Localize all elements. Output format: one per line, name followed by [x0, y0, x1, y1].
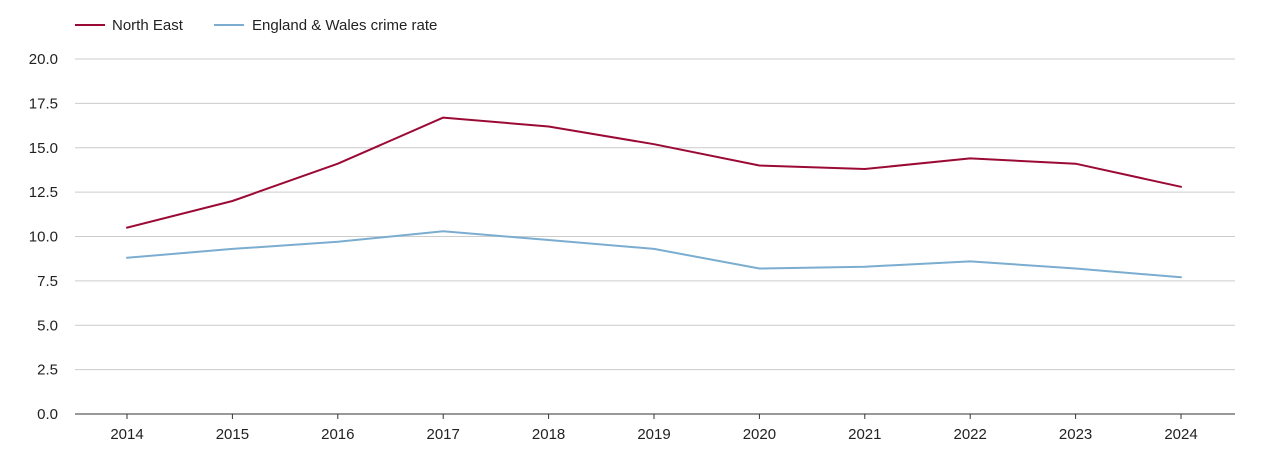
y-tick-label: 17.5: [29, 95, 58, 112]
x-tick-label: 2021: [848, 426, 881, 443]
legend-label-north-east: North East: [112, 17, 184, 34]
y-tick-label: 20.0: [29, 51, 58, 68]
x-tick-label: 2016: [321, 426, 354, 443]
x-tick-label: 2015: [216, 426, 249, 443]
x-tick-label: 2022: [954, 426, 987, 443]
y-tick-label: 10.0: [29, 229, 58, 246]
x-tick-label: 2023: [1059, 426, 1092, 443]
x-tick-label: 2020: [743, 426, 776, 443]
gridlines: [75, 58, 1235, 371]
x-axis-ticks: 2014 2015 2016 2017 2018 2019 2020 2021 2022 2023…: [110, 414, 1198, 443]
legend: North East England & Wales crime rate: [75, 17, 437, 34]
x-tick-label: 2024: [1164, 426, 1197, 443]
y-tick-label: 0.0: [37, 406, 58, 423]
x-tick-label: 2019: [637, 426, 670, 443]
y-tick-label: 2.5: [37, 362, 58, 379]
y-axis-ticks: 0.0 2.5 5.0 7.5 10.0 12.5 15.0 17.5 20.0: [29, 51, 58, 423]
y-tick-label: 15.0: [29, 140, 58, 157]
x-tick-label: 2018: [532, 426, 565, 443]
x-tick-label: 2017: [427, 426, 460, 443]
y-tick-label: 12.5: [29, 184, 58, 201]
series-group: [126, 116, 1182, 279]
y-tick-label: 5.0: [37, 317, 58, 334]
series-line-england-wales-crime-rate: [126, 230, 1182, 279]
x-tick-label: 2014: [110, 426, 143, 443]
series-line-north-east: [126, 116, 1182, 229]
legend-label-england-wales: England & Wales crime rate: [252, 17, 437, 34]
y-tick-label: 7.5: [37, 273, 58, 290]
